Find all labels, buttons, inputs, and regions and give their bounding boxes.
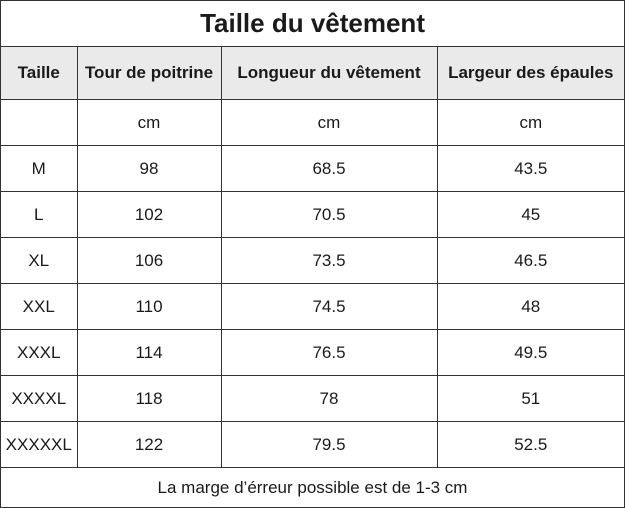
header-length: Longueur du vêtement: [220, 46, 438, 100]
chest-cell: 122: [76, 421, 222, 468]
chest-cell: 118: [76, 375, 222, 422]
unit-cell: [1, 99, 78, 146]
shoulder-cell: 49.5: [436, 329, 625, 376]
shoulder-cell: 46.5: [436, 237, 625, 284]
size-cell: M: [1, 145, 78, 192]
unit-row: cm cm cm: [1, 99, 625, 146]
size-cell: XXXXXL: [1, 421, 78, 468]
table-row: XXL 110 74.5 48: [1, 283, 625, 330]
size-cell: XXXXL: [1, 375, 78, 422]
length-cell: 78: [220, 375, 438, 422]
chest-cell: 102: [76, 191, 222, 238]
header-chest: Tour de poitrine: [76, 46, 222, 100]
size-cell: L: [1, 191, 78, 238]
error-margin-note: La marge d’érreur possible est de 1-3 cm: [1, 467, 625, 507]
unit-cell: cm: [220, 99, 438, 146]
length-cell: 74.5: [220, 283, 438, 330]
header-shoulder: Largeur des épaules: [436, 46, 625, 100]
chest-cell: 114: [76, 329, 222, 376]
shoulder-cell: 43.5: [436, 145, 625, 192]
length-cell: 68.5: [220, 145, 438, 192]
chest-cell: 110: [76, 283, 222, 330]
length-cell: 70.5: [220, 191, 438, 238]
size-cell: XL: [1, 237, 78, 284]
table-row: XL 106 73.5 46.5: [1, 237, 625, 284]
shoulder-cell: 52.5: [436, 421, 625, 468]
shoulder-cell: 51: [436, 375, 625, 422]
table-row: XXXL 114 76.5 49.5: [1, 329, 625, 376]
header-row: Taille Tour de poitrine Longueur du vête…: [1, 46, 625, 100]
unit-cell: cm: [76, 99, 222, 146]
table-row: M 98 68.5 43.5: [1, 145, 625, 192]
table-row: XXXXXL 122 79.5 52.5: [1, 421, 625, 468]
size-cell: XXL: [1, 283, 78, 330]
shoulder-cell: 45: [436, 191, 625, 238]
title-row: Taille du vêtement: [1, 1, 625, 47]
chest-cell: 106: [76, 237, 222, 284]
table-row: XXXXL 118 78 51: [1, 375, 625, 422]
table-row: L 102 70.5 45: [1, 191, 625, 238]
size-cell: XXXL: [1, 329, 78, 376]
length-cell: 73.5: [220, 237, 438, 284]
chest-cell: 98: [76, 145, 222, 192]
header-size: Taille: [1, 46, 78, 100]
unit-cell: cm: [436, 99, 625, 146]
note-row: La marge d’érreur possible est de 1-3 cm: [1, 467, 625, 507]
table-title: Taille du vêtement: [1, 1, 625, 47]
length-cell: 79.5: [220, 421, 438, 468]
shoulder-cell: 48: [436, 283, 625, 330]
length-cell: 76.5: [220, 329, 438, 376]
